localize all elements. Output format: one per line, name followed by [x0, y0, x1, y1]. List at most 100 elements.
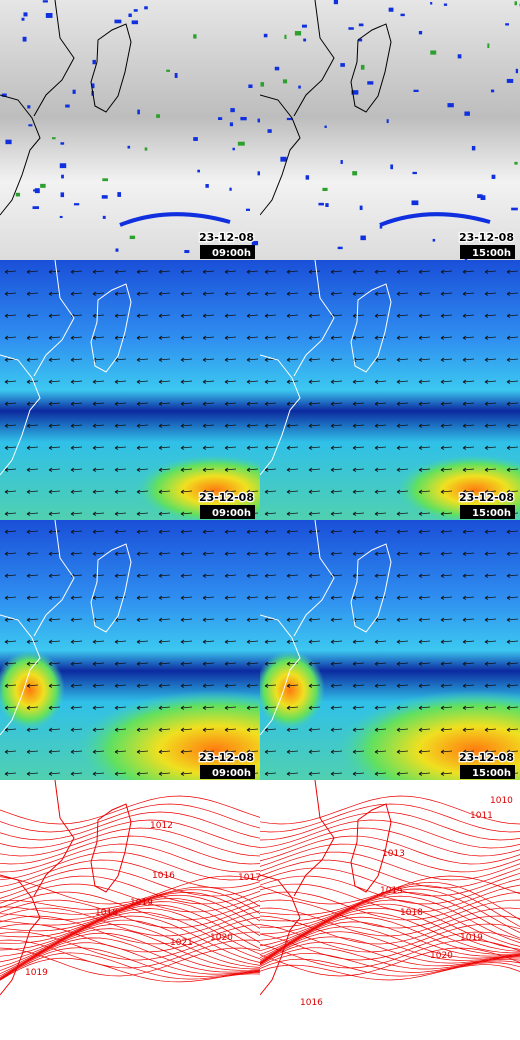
cloud-speck — [137, 109, 140, 115]
cloud-speck — [400, 13, 405, 17]
isobar — [0, 897, 260, 937]
cloud-speck — [156, 114, 160, 118]
isobar — [0, 939, 260, 969]
isobar — [0, 843, 260, 873]
isobar — [0, 937, 260, 978]
isobar — [0, 859, 260, 889]
cloud-speck — [144, 6, 148, 10]
isobar-label: 1012 — [150, 821, 173, 831]
panel: 23-12-08 15:00h — [260, 0, 520, 260]
blank — [460, 1010, 520, 1040]
isobar-label: 1019 — [25, 968, 48, 978]
isobar — [260, 903, 520, 952]
isobar — [260, 875, 520, 905]
isobar — [260, 936, 520, 964]
panel — [260, 780, 520, 1040]
isobar — [260, 947, 520, 977]
coastline — [260, 354, 301, 476]
time-label: 15:00h — [472, 248, 511, 259]
isobar — [260, 835, 520, 865]
cloud-speck — [388, 7, 394, 12]
cloud-speck — [23, 12, 28, 17]
cloud-speck — [232, 147, 235, 151]
coastline — [293, 0, 335, 117]
cloud-speck — [61, 174, 64, 179]
cloud-speck — [245, 208, 251, 211]
cloud-speck — [117, 192, 122, 197]
cloud-speck — [294, 31, 302, 36]
cloud-speck — [340, 160, 343, 164]
isobar — [0, 911, 260, 960]
coastline — [0, 614, 41, 736]
cloud-speck — [301, 24, 307, 28]
cloud-speck — [491, 174, 496, 179]
cloud-speck — [129, 235, 136, 240]
isobar — [260, 939, 520, 969]
wind-arrows — [0, 520, 260, 780]
cloud-speck — [286, 117, 293, 121]
cloud-band — [119, 212, 231, 227]
cloud-speck — [28, 124, 33, 127]
cloud-speck — [127, 145, 131, 149]
time-box — [460, 245, 515, 259]
isobar — [260, 843, 520, 873]
cloud-speck — [229, 122, 234, 127]
cloud-speck — [430, 50, 437, 55]
coastline — [33, 0, 75, 117]
cloud-speck — [230, 108, 235, 113]
date-label: 23-12-08 — [459, 751, 514, 764]
cloud-speck — [490, 89, 495, 93]
isobar — [0, 915, 260, 945]
coastline — [260, 94, 301, 216]
isobar — [260, 907, 520, 955]
cloud-speck — [367, 81, 374, 85]
cloud-speck — [240, 116, 247, 121]
cloud-speck — [487, 43, 490, 48]
isobar-label: 1019 — [460, 933, 483, 943]
coastline — [90, 803, 132, 893]
cloud-speck — [386, 119, 389, 124]
coastline — [0, 874, 41, 996]
isobar-label: 1015 — [380, 886, 403, 896]
isobar — [0, 875, 260, 905]
isobar — [0, 819, 260, 849]
cloud-speck — [358, 38, 363, 42]
cloud-speck — [325, 203, 329, 207]
panel-body — [260, 520, 520, 780]
date-label: 23-12-08 — [199, 491, 254, 504]
cloud-speck — [324, 125, 327, 128]
isobar — [0, 883, 260, 913]
isobar-label: 1011 — [470, 811, 493, 821]
isobar-label: 1016 — [152, 871, 175, 881]
cloud-speck — [411, 200, 419, 206]
cloud-speck — [464, 111, 470, 116]
cloud-speck — [506, 78, 514, 83]
isobar — [0, 889, 260, 915]
cloud-speck — [360, 64, 365, 70]
cloud-speck — [267, 129, 272, 133]
coastline — [33, 520, 75, 637]
wind-arrows — [260, 260, 520, 520]
cloud-speck — [101, 195, 108, 199]
cloud-speck — [257, 118, 260, 123]
coastline — [0, 354, 41, 476]
panel-body — [260, 260, 520, 520]
isobar — [260, 811, 520, 841]
cloud-speck — [359, 205, 363, 210]
cloud-speck — [471, 145, 476, 151]
isobar — [260, 859, 520, 889]
cloud-speck — [193, 137, 198, 141]
cloud-speck — [217, 117, 223, 120]
isobar — [260, 851, 520, 881]
time-box — [460, 765, 515, 779]
panel: 23-12-08 15:00h — [260, 260, 520, 520]
isobar — [0, 952, 260, 980]
cloud-speck — [27, 105, 31, 109]
cloud-speck — [102, 215, 106, 219]
isobar — [260, 921, 520, 962]
isobar — [260, 867, 520, 897]
coastline — [33, 260, 75, 377]
time-box — [460, 505, 515, 519]
cloud-speck — [15, 192, 21, 197]
